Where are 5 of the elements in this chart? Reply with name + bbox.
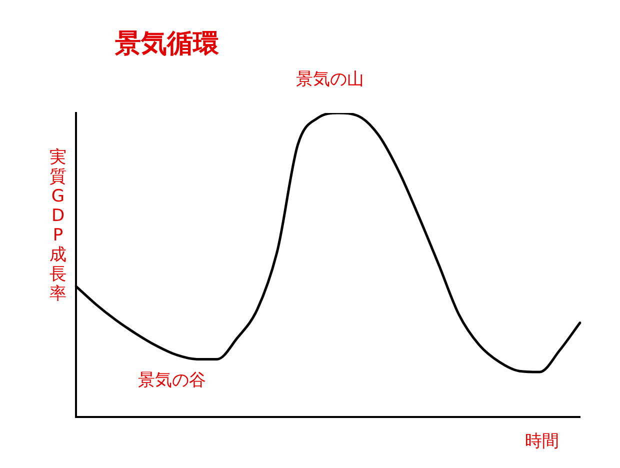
annotation: 景気の谷 bbox=[138, 370, 206, 391]
annotation: 景気の山 bbox=[296, 69, 364, 90]
chart-title: 景気循環 bbox=[114, 28, 220, 59]
y-axis-title: 実質GDP成長率 bbox=[50, 147, 66, 304]
x-axis-title: 時間 bbox=[525, 431, 559, 452]
